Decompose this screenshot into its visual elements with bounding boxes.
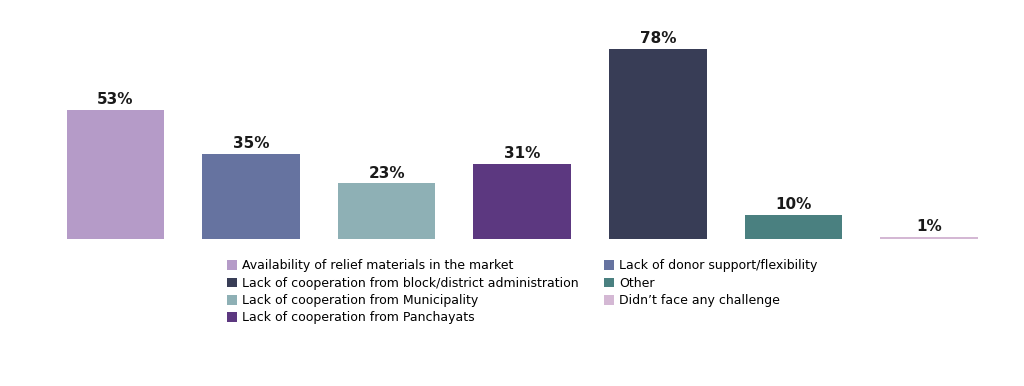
Bar [881, 237, 978, 239]
Text: 10%: 10% [775, 197, 812, 212]
Text: 53%: 53% [97, 92, 134, 107]
Bar [744, 215, 842, 239]
Bar [609, 49, 707, 239]
Text: 23%: 23% [369, 166, 404, 181]
Bar [338, 183, 435, 239]
Text: 1%: 1% [916, 219, 942, 234]
Bar [473, 164, 571, 239]
Text: 78%: 78% [640, 31, 676, 46]
Text: 35%: 35% [232, 136, 269, 151]
Text: 31%: 31% [504, 146, 541, 161]
Bar [67, 110, 164, 239]
Bar [203, 154, 300, 239]
Legend: Availability of relief materials in the market, Lack of cooperation from block/d: Availability of relief materials in the … [222, 254, 822, 330]
